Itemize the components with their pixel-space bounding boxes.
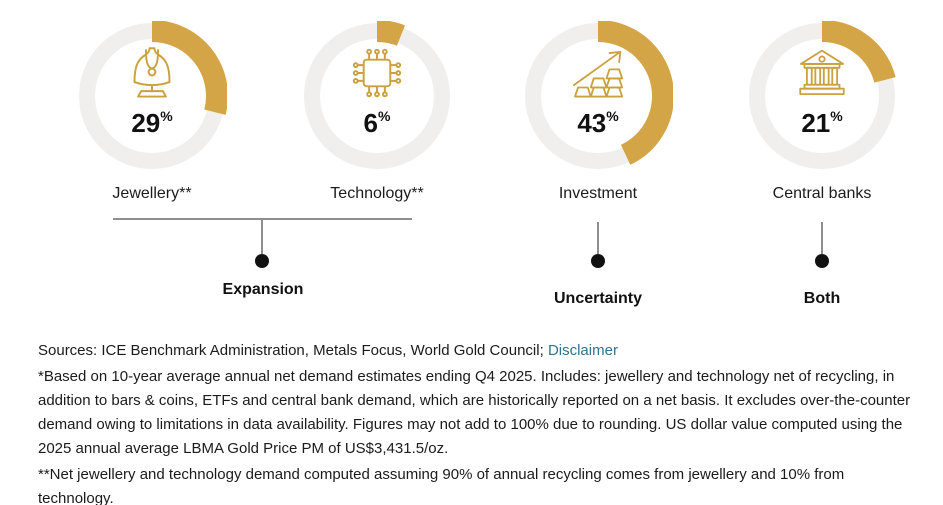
category-label-central-banks: Central banks	[772, 185, 872, 202]
sources-text: Sources: ICE Benchmark Administration, M…	[38, 342, 544, 359]
donut-arc	[302, 21, 452, 171]
expansion-dot	[255, 254, 269, 268]
percent-value: 43%	[523, 108, 673, 139]
uncertainty-connector-line	[597, 222, 599, 254]
footnotes: Sources: ICE Benchmark Administration, M…	[38, 339, 919, 505]
note-double-asterisk: **Net jewellery and technology demand co…	[38, 466, 845, 505]
donut-arc	[77, 21, 227, 171]
bank-icon	[747, 44, 897, 102]
gold-bars-arrow-icon	[523, 44, 673, 102]
donut-ring	[747, 21, 897, 171]
disclaimer-link[interactable]: Disclaimer	[547, 342, 618, 359]
group-label-both: Both	[803, 290, 841, 307]
uncertainty-dot	[591, 254, 605, 268]
percent-number: 43	[577, 108, 607, 138]
donut-arc	[747, 21, 897, 171]
group-label-uncertainty: Uncertainty	[553, 290, 643, 307]
percent-value: 6%	[302, 108, 452, 139]
percent-sign: %	[160, 108, 173, 125]
group-label-expansion: Expansion	[222, 281, 304, 298]
expansion-connector-line	[261, 218, 263, 254]
both-dot	[815, 254, 829, 268]
donut-technology: 6% Technology**	[302, 21, 452, 202]
necklace-icon	[77, 44, 227, 102]
percent-number: 29	[131, 108, 161, 138]
donut-investment: 43% Investment	[523, 21, 673, 202]
category-label-jewellery: Jewellery**	[112, 185, 192, 202]
note-asterisk: *Based on 10-year average annual net dem…	[38, 368, 911, 457]
category-label-investment: Investment	[558, 185, 638, 202]
chip-icon	[302, 44, 452, 102]
donut-jewellery: 29% Jewellery**	[77, 21, 227, 202]
percent-sign: %	[606, 108, 619, 125]
percent-number: 21	[801, 108, 831, 138]
both-connector-line	[821, 222, 823, 254]
category-label-technology: Technology**	[330, 185, 424, 202]
percent-sign: %	[830, 108, 843, 125]
percent-sign: %	[378, 108, 391, 125]
donut-central-banks: 21% Central banks	[747, 21, 897, 202]
percent-value: 21%	[747, 108, 897, 139]
donut-ring	[523, 21, 673, 171]
donut-arc	[523, 21, 673, 171]
donut-ring	[77, 21, 227, 171]
percent-value: 29%	[77, 108, 227, 139]
percent-number: 6	[363, 108, 378, 138]
donut-ring	[302, 21, 452, 171]
sources-line: Sources: ICE Benchmark Administration, M…	[38, 339, 919, 363]
